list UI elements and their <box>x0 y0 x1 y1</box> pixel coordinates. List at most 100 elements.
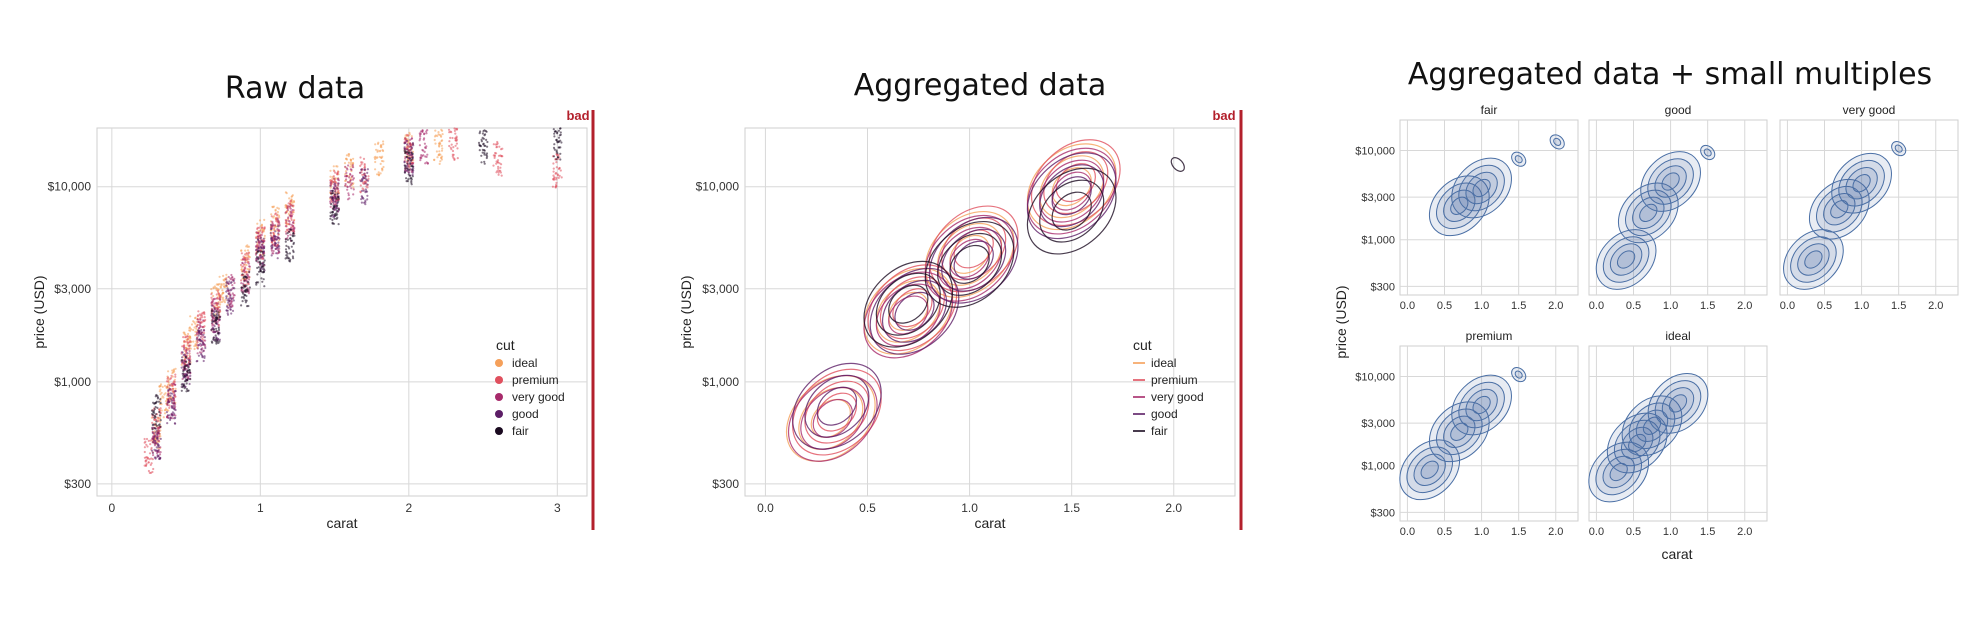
facet-x-tick-label: 0.5 <box>1626 300 1641 312</box>
data-point-good <box>271 246 274 249</box>
data-point-fair <box>331 213 334 217</box>
data-point-fair <box>480 138 483 141</box>
legend-item-very-good: very good <box>495 390 565 404</box>
data-point-fair <box>215 341 218 344</box>
data-point-very-good <box>232 296 235 299</box>
data-point-fair <box>185 356 188 359</box>
data-point-fair <box>411 175 414 178</box>
data-point-good <box>228 299 231 302</box>
data-point-ideal <box>158 417 162 420</box>
data-point-fair <box>336 192 339 195</box>
data-point-ideal <box>245 263 248 267</box>
data-point-very-good <box>291 204 294 207</box>
data-point-fair <box>334 214 337 217</box>
data-point-good <box>275 252 278 255</box>
data-point-fair <box>154 416 157 419</box>
data-point-fair <box>185 360 188 363</box>
data-point-fair <box>331 211 334 214</box>
raw-data-y-tick-label: $10,000 <box>48 180 92 194</box>
data-point-fair <box>152 413 155 417</box>
data-point-ideal <box>347 153 350 156</box>
data-point-fair <box>291 255 294 258</box>
data-point-good <box>157 455 160 458</box>
facet-density-contour <box>1413 453 1446 487</box>
data-point-premium <box>182 344 185 347</box>
data-point-very-good <box>245 279 248 282</box>
data-point-ideal <box>248 256 251 259</box>
data-point-fair <box>259 261 262 264</box>
small-multiples-y-axis-label: price (USD) <box>1333 285 1349 358</box>
facet-density-contour <box>1511 367 1527 383</box>
data-point-good <box>210 304 213 307</box>
data-point-very-good <box>344 182 347 186</box>
data-point-very-good <box>213 302 216 305</box>
data-point-fair <box>329 211 332 214</box>
data-point-very-good <box>232 293 235 297</box>
data-point-very-good <box>329 205 332 208</box>
data-point-fair <box>482 143 485 146</box>
data-point-premium <box>497 173 500 176</box>
data-point-premium <box>149 463 152 466</box>
data-point-fair <box>329 214 332 218</box>
data-point-premium <box>149 471 153 474</box>
data-point-very-good <box>217 302 220 305</box>
data-point-ideal <box>188 326 191 329</box>
data-point-premium <box>197 310 200 313</box>
data-point-very-good <box>345 175 349 178</box>
data-point-good <box>364 188 367 191</box>
data-point-good <box>366 168 369 171</box>
data-point-ideal <box>435 150 438 153</box>
facet-density-contour <box>1632 196 1665 230</box>
facet-density <box>1783 141 1907 290</box>
data-point-premium <box>450 148 453 151</box>
data-point-good <box>263 245 266 248</box>
data-point-fair <box>151 423 154 427</box>
data-point-very-good <box>247 262 251 265</box>
data-point-fair <box>331 196 334 199</box>
data-point-very-good <box>153 444 157 447</box>
data-point-very-good <box>195 325 198 328</box>
data-point-fair <box>211 320 214 323</box>
data-point-good <box>170 398 173 401</box>
data-point-fair <box>185 390 188 393</box>
data-point-fair <box>156 397 159 400</box>
data-point-good <box>170 405 173 408</box>
data-point-ideal <box>222 282 225 286</box>
data-point-good <box>198 338 201 341</box>
facet-x-tick-label: 0.0 <box>1400 300 1415 312</box>
data-point-very-good <box>240 282 243 285</box>
data-point-very-good <box>423 150 426 153</box>
data-point-premium <box>196 341 199 344</box>
facet-x-ticks: 0.0 0.5 1.0 1.5 2.0 <box>1589 526 1753 538</box>
data-point-premium <box>359 164 362 167</box>
data-point-premium <box>145 443 148 446</box>
data-point-fair <box>485 152 489 155</box>
data-point-fair <box>290 239 293 242</box>
data-point-ideal <box>440 144 443 147</box>
data-point-fair <box>263 285 266 288</box>
data-point-good <box>169 394 172 397</box>
data-point-premium <box>218 295 221 298</box>
data-point-very-good <box>243 270 246 273</box>
facet-density-contour <box>1450 422 1469 441</box>
data-point-premium <box>247 283 250 286</box>
data-point-premium <box>203 316 206 319</box>
data-point-premium <box>144 464 148 467</box>
facet-density-contour <box>1703 148 1712 157</box>
data-point-fair <box>155 393 158 397</box>
data-point-ideal <box>440 149 444 152</box>
data-point-premium <box>495 171 498 174</box>
data-point-ideal <box>441 133 444 136</box>
data-point-premium <box>452 146 455 149</box>
facet-density-contour <box>1668 394 1688 413</box>
data-point-good <box>200 333 203 336</box>
data-point-very-good <box>199 318 202 321</box>
data-point-premium <box>499 166 502 169</box>
data-point-premium <box>182 336 185 339</box>
data-point-fair <box>292 241 295 244</box>
data-point-good <box>337 182 340 185</box>
data-point-premium <box>210 296 213 299</box>
data-point-ideal <box>438 162 441 165</box>
data-point-fair <box>287 257 290 260</box>
data-point-very-good <box>273 224 277 227</box>
